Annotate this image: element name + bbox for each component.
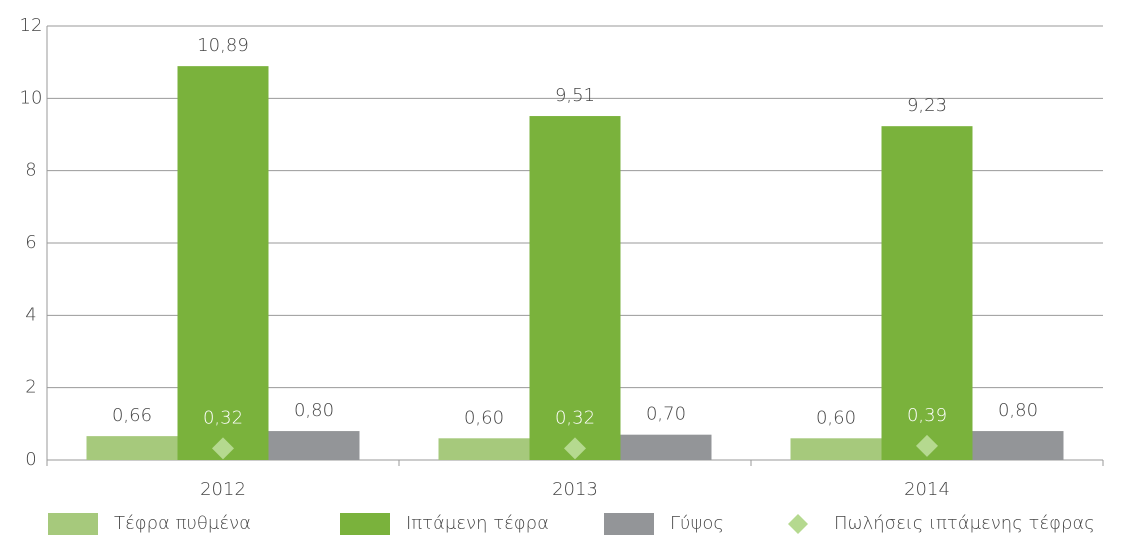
bar: [529, 116, 621, 461]
bar: [881, 126, 973, 460]
value-label: 10,89: [197, 35, 249, 56]
value-label: 0,80: [998, 400, 1038, 421]
bar: [438, 438, 530, 460]
bar: [268, 431, 360, 460]
y-tick-label: 10: [20, 87, 43, 108]
bar: [177, 66, 269, 461]
legend-label: Τέφρα πυθμένα: [114, 513, 251, 534]
diamond-marker: [212, 437, 234, 460]
diamond-marker: [564, 437, 586, 460]
bar: [972, 431, 1064, 460]
bar: [86, 436, 178, 460]
value-label: 9,51: [555, 85, 595, 106]
y-tick-label: 2: [25, 377, 36, 398]
bar: [790, 438, 882, 460]
x-tick-label: 2013: [552, 479, 598, 500]
value-label: 0,32: [203, 407, 243, 428]
legend-swatch: [788, 514, 808, 534]
value-label: 0,32: [555, 407, 595, 428]
legend-swatch: [604, 513, 654, 535]
x-tick-label: 2014: [904, 479, 950, 500]
value-label: 9,23: [907, 95, 947, 116]
legend-label: Ιπτάμενη τέφρα: [406, 513, 549, 534]
value-label: 0,39: [907, 405, 947, 426]
y-tick-label: 4: [25, 304, 36, 325]
diamond-marker: [916, 434, 938, 457]
legend-label: Γύψος: [670, 513, 724, 534]
x-tick-label: 2012: [200, 479, 246, 500]
legend-swatch: [48, 513, 98, 535]
value-label: 0,70: [646, 404, 686, 425]
value-label: 0,60: [464, 407, 504, 428]
bar: [620, 434, 712, 460]
value-label: 0,66: [112, 405, 152, 426]
value-label: 0,80: [294, 400, 334, 421]
y-tick-label: 6: [25, 232, 36, 253]
y-tick-label: 8: [25, 160, 36, 181]
legend-swatch: [340, 513, 390, 535]
y-tick-label: 12: [20, 15, 43, 36]
legend-label: Πωλήσεις ιπτάμενης τέφρας: [834, 513, 1095, 534]
y-tick-label: 0: [25, 449, 36, 470]
value-label: 0,60: [816, 407, 856, 428]
